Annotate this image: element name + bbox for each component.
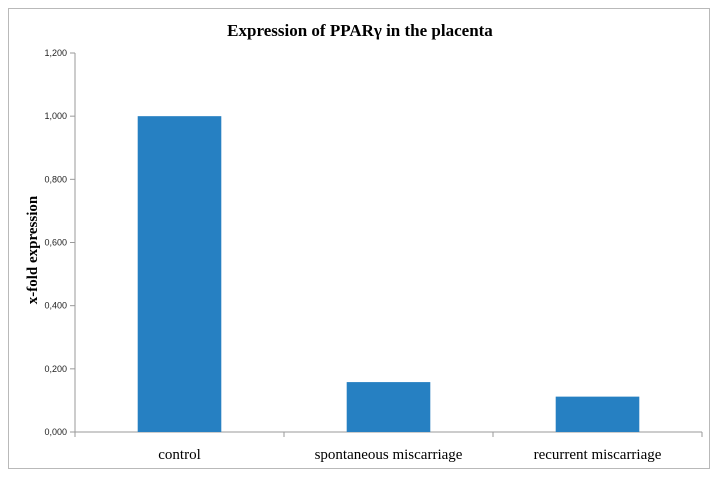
x-tick-label: control [158, 447, 201, 463]
x-tick-label: spontaneous miscarriage [315, 447, 463, 463]
chart-title: Expression of PPARγ in the placenta [227, 21, 493, 40]
x-tick-label: recurrent miscarriage [534, 447, 662, 463]
bar [137, 116, 222, 433]
y-tick-label: 0,800 [44, 174, 67, 184]
y-axis-label: x-fold expression [25, 195, 41, 304]
y-tick-label: 0,000 [44, 427, 67, 437]
bars [137, 116, 640, 433]
bar [555, 396, 640, 432]
y-tick-label: 0,200 [44, 364, 67, 374]
y-tick-label: 0,400 [44, 301, 67, 311]
y-tick-label: 1,200 [44, 48, 67, 58]
y-tick-label: 1,000 [44, 111, 67, 121]
tick-labels: 0,000 0,200 0,400 0,600 0,800 1,000 1,200 contr… [44, 48, 661, 463]
bar [346, 382, 431, 432]
y-tick-label: 0,600 [44, 238, 67, 248]
